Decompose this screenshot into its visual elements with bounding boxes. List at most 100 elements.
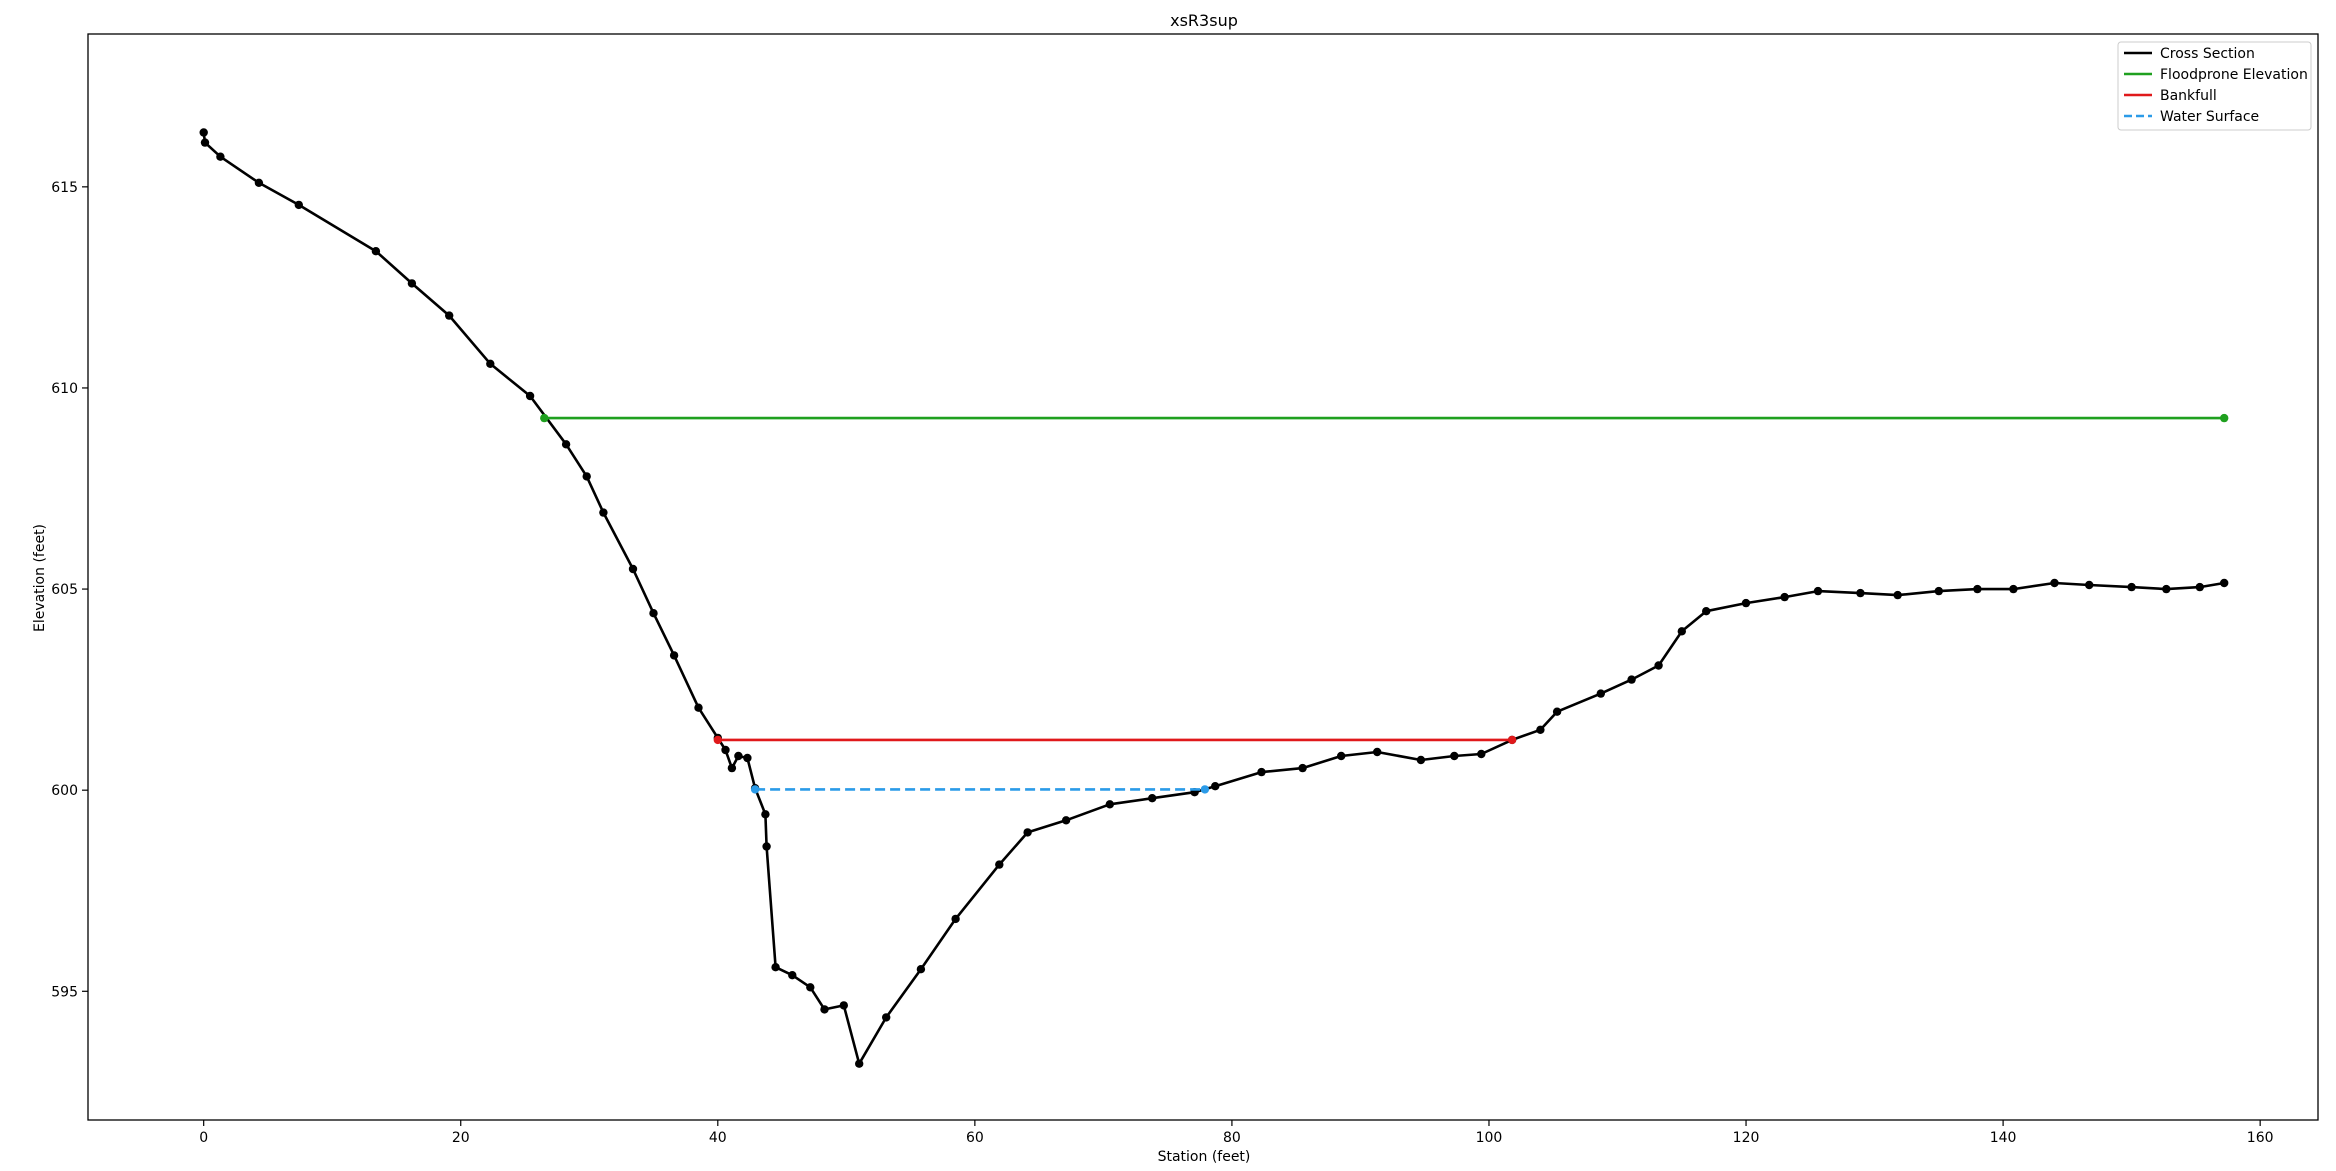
cross-section-point bbox=[2162, 584, 2171, 594]
cross-section-point bbox=[1552, 707, 1562, 716]
cross-section-point bbox=[200, 138, 210, 147]
x-tick-label: 120 bbox=[1733, 1130, 1760, 1146]
cross-section-point bbox=[694, 703, 703, 712]
cross-section-point bbox=[582, 472, 591, 481]
cross-section-point bbox=[727, 763, 737, 773]
cross-section-point bbox=[1741, 598, 1751, 608]
series-water-surface bbox=[750, 785, 1210, 794]
x-tick-label: 0 bbox=[199, 1130, 208, 1146]
cross-section-point bbox=[771, 963, 780, 972]
cross-section-point bbox=[294, 200, 303, 210]
cross-section-point bbox=[1813, 586, 1823, 596]
cross-section-point bbox=[199, 128, 208, 137]
cross-section-point bbox=[839, 1001, 848, 1010]
x-tick-label: 20 bbox=[452, 1130, 470, 1146]
cross-section-point bbox=[599, 508, 608, 517]
cross-section-point bbox=[2195, 582, 2204, 592]
floodprone-elevation-point bbox=[540, 413, 549, 423]
cross-section-point bbox=[951, 914, 960, 924]
cross-section-point bbox=[1211, 782, 1220, 791]
cross-section-point bbox=[721, 745, 730, 755]
legend-label-bankfull: Bankfull bbox=[2160, 88, 2217, 104]
cross-section-point bbox=[1654, 661, 1663, 670]
cross-section-point bbox=[628, 564, 638, 574]
cross-section-point bbox=[254, 178, 264, 187]
cross-section-point bbox=[486, 359, 495, 368]
cross-section-point bbox=[1450, 751, 1459, 761]
cross-section-point bbox=[1337, 751, 1346, 761]
cross-section-point bbox=[743, 753, 752, 763]
cross-section-point bbox=[407, 279, 417, 288]
bankfull-point bbox=[1507, 735, 1517, 745]
y-tick-label: 605 bbox=[51, 582, 78, 598]
chart-title: xsR3sup bbox=[1170, 11, 1238, 30]
cross-section-point bbox=[882, 1013, 891, 1022]
series-layer bbox=[199, 128, 2229, 1068]
cross-section-point bbox=[1934, 586, 1944, 596]
cross-section-point bbox=[734, 751, 743, 761]
cross-section-point bbox=[916, 965, 926, 974]
cross-section-point bbox=[788, 971, 797, 980]
y-tick-label: 600 bbox=[51, 783, 78, 799]
x-axis-label: Station (feet) bbox=[1158, 1149, 1251, 1165]
cross-section-point bbox=[1627, 675, 1636, 684]
y-axis-label: Elevation (feet) bbox=[32, 524, 48, 632]
cross-section-point bbox=[761, 810, 770, 819]
plot-area-frame bbox=[87, 33, 2319, 1121]
cross-section-point bbox=[1856, 588, 1865, 598]
cross-section-point bbox=[1702, 607, 1711, 616]
cross-section-point bbox=[669, 651, 679, 660]
cross-section-point bbox=[1257, 767, 1266, 777]
legend-items: Cross Section Floodprone Elevation Bankful… bbox=[2124, 46, 2308, 125]
series-bankfull bbox=[713, 735, 1517, 745]
x-tick-label: 160 bbox=[2247, 1130, 2274, 1146]
cross-section-point bbox=[525, 391, 535, 401]
y-tick-label: 615 bbox=[51, 180, 78, 196]
cross-section-point bbox=[762, 842, 771, 851]
x-tick-label: 40 bbox=[709, 1130, 727, 1146]
water-surface-point bbox=[750, 785, 760, 794]
legend-label-floodprone-elevation: Floodprone Elevation bbox=[2160, 67, 2308, 83]
legend: Cross Section Floodprone Elevation Bankful… bbox=[2117, 41, 2312, 131]
cross-section-point bbox=[1973, 584, 1982, 594]
cross-section-point bbox=[1373, 747, 1382, 757]
cross-section-point bbox=[561, 440, 571, 449]
y-tick-label: 610 bbox=[51, 381, 78, 397]
cross-section-point bbox=[2050, 578, 2059, 588]
x-tick-label: 60 bbox=[966, 1130, 984, 1146]
cross-section-point bbox=[855, 1059, 864, 1068]
legend-label-cross-section: Cross Section bbox=[2160, 46, 2255, 62]
cross-section-point bbox=[1780, 592, 1789, 602]
cross-section-point bbox=[1416, 755, 1426, 765]
series-floodprone-elevation bbox=[540, 413, 2229, 423]
legend-label-water-surface: Water Surface bbox=[2160, 109, 2259, 125]
cross-section-point bbox=[820, 1005, 829, 1014]
cross-section-point bbox=[1023, 828, 1032, 837]
cross-section-point bbox=[2009, 584, 2018, 594]
cross-section-point bbox=[1677, 627, 1687, 636]
x-tick-label: 140 bbox=[1990, 1130, 2017, 1146]
x-tick-label: 80 bbox=[1223, 1130, 1241, 1146]
cross-section-point bbox=[1148, 794, 1157, 803]
cross-section-point bbox=[445, 311, 454, 320]
cross-section-point bbox=[2127, 582, 2136, 592]
x-tick-label: 100 bbox=[1476, 1130, 1503, 1146]
cross-section-point bbox=[371, 247, 381, 256]
floodprone-elevation-point bbox=[2220, 413, 2229, 423]
cross-section-point bbox=[1596, 689, 1606, 698]
cross-section-point bbox=[216, 152, 225, 161]
cross-section-line bbox=[202, 132, 2225, 1065]
cross-section-point bbox=[1105, 800, 1115, 809]
cross-section-point bbox=[1298, 763, 1307, 773]
legend-box bbox=[2117, 41, 2312, 131]
water-surface-point bbox=[1200, 785, 1210, 794]
cross-section-point bbox=[806, 983, 815, 992]
y-axis: 595 600 605 610 615 bbox=[51, 180, 88, 1000]
cross-section-point bbox=[1477, 749, 1486, 759]
x-axis: 0 20 40 60 80 100 120 140 160 bbox=[199, 1120, 2274, 1146]
y-tick-label: 595 bbox=[51, 984, 78, 1000]
cross-section-point bbox=[1893, 590, 1902, 600]
cross-section-point bbox=[1061, 816, 1071, 825]
